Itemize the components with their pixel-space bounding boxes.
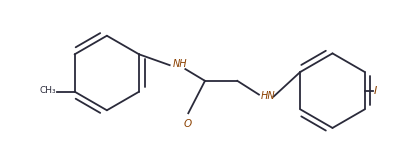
- Text: CH₃: CH₃: [39, 86, 56, 95]
- Text: I: I: [374, 86, 377, 96]
- Text: HN: HN: [261, 91, 276, 101]
- Text: NH: NH: [173, 59, 187, 69]
- Text: O: O: [183, 119, 191, 129]
